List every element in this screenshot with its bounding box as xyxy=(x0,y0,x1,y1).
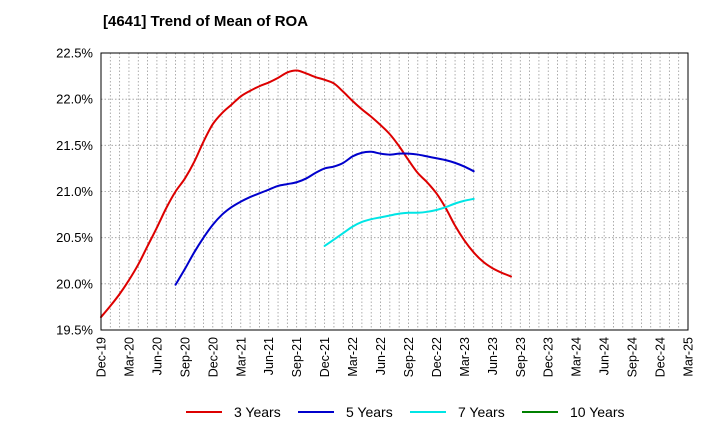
series-line-5-years xyxy=(174,150,475,286)
x-tick-label: Dec-22 xyxy=(430,337,444,377)
x-tick-label: Dec-24 xyxy=(654,337,668,377)
x-tick-label: Jun-20 xyxy=(150,337,164,375)
x-tick-label: Sep-22 xyxy=(402,337,416,377)
x-tick-label: Jun-21 xyxy=(262,337,276,375)
y-tick-label: 21.0% xyxy=(56,184,93,199)
x-tick-label: Sep-23 xyxy=(514,337,528,377)
x-tick-label: Mar-23 xyxy=(458,337,472,377)
chart-title: [4641] Trend of Mean of ROA xyxy=(103,13,309,30)
legend-label-10-years: 10 Years xyxy=(570,404,625,420)
x-tick-label: Mar-22 xyxy=(346,337,360,377)
x-tick-label: Dec-20 xyxy=(206,337,220,377)
series-lines xyxy=(100,69,512,319)
legend-swatch-7-years xyxy=(410,411,446,413)
x-axis-ticks: Dec-19 Mar-20 Jun-20 Sep-20 Dec-20 Mar-21 Jun-… xyxy=(95,337,696,377)
x-tick-label: Jun-23 xyxy=(486,337,500,375)
x-tick-label: Dec-23 xyxy=(542,337,556,377)
x-tick-label: Mar-21 xyxy=(234,337,248,377)
x-tick-label: Sep-20 xyxy=(178,337,192,377)
legend-label-3-years: 3 Years xyxy=(234,404,281,420)
series-line-3-years xyxy=(100,69,512,319)
x-tick-label: Mar-24 xyxy=(570,337,584,377)
legend-swatch-5-years xyxy=(298,411,334,413)
x-tick-label: Mar-25 xyxy=(682,337,696,377)
legend-swatch-10-years xyxy=(522,411,558,413)
legend-label-7-years: 7 Years xyxy=(458,404,505,420)
legend-item-5-years: 5 Years xyxy=(298,404,393,420)
x-tick-label: Jun-22 xyxy=(374,337,388,375)
y-tick-label: 20.5% xyxy=(56,230,93,245)
y-axis-ticks: 19.5% 20.0% 20.5% 21.0% 21.5% 22.0% 22.5% xyxy=(56,46,93,338)
legend-item-3-years: 3 Years xyxy=(186,404,281,420)
grid-lines xyxy=(101,52,688,331)
y-tick-label: 22.0% xyxy=(56,92,93,107)
x-tick-label: Jun-24 xyxy=(598,337,612,375)
x-tick-label: Dec-21 xyxy=(318,337,332,377)
x-tick-label: Mar-20 xyxy=(122,337,136,377)
y-tick-label: 21.5% xyxy=(56,138,93,153)
plot-background xyxy=(101,53,688,330)
y-tick-label: 19.5% xyxy=(56,323,93,338)
y-tick-label: 22.5% xyxy=(56,46,93,61)
x-tick-label: Dec-19 xyxy=(95,337,109,377)
legend-swatch-3-years xyxy=(186,411,222,413)
legend-label-5-years: 5 Years xyxy=(346,404,393,420)
legend: 3 Years 5 Years 7 Years 10 Years xyxy=(0,404,720,426)
x-tick-label: Sep-24 xyxy=(626,337,640,377)
series-line-7-years xyxy=(323,197,475,247)
y-tick-label: 20.0% xyxy=(56,276,93,291)
legend-item-10-years: 10 Years xyxy=(522,404,625,420)
plot-border xyxy=(100,52,689,331)
legend-item-7-years: 7 Years xyxy=(410,404,505,420)
x-tick-label: Sep-21 xyxy=(290,337,304,377)
